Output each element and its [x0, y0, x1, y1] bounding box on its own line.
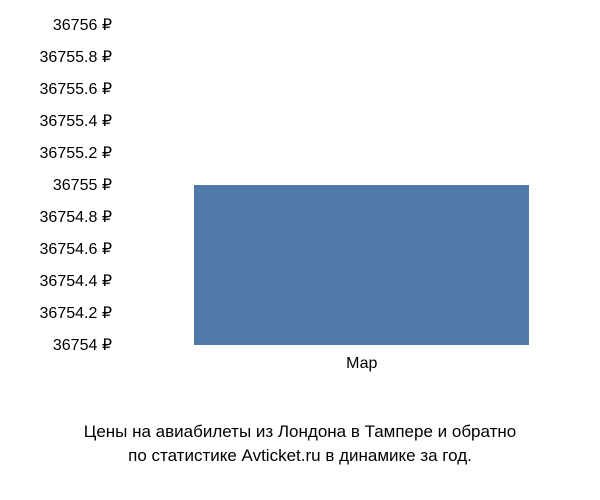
y-tick-label: 36755.2 ₽: [12, 143, 112, 163]
plot-area: Мар: [120, 25, 585, 345]
y-tick-label: 36755 ₽: [12, 175, 112, 195]
chart-area: 36756 ₽36755.8 ₽36755.6 ₽36755.4 ₽36755.…: [10, 25, 590, 375]
y-tick-label: 36754.6 ₽: [12, 239, 112, 259]
y-tick-label: 36754.2 ₽: [12, 303, 112, 323]
y-tick-label: 36755.8 ₽: [12, 47, 112, 67]
caption-line2: по статистике Avticket.ru в динамике за …: [128, 446, 472, 465]
bar-mar: [194, 185, 529, 345]
y-tick-label: 36755.4 ₽: [12, 111, 112, 131]
y-tick-label: 36754.4 ₽: [12, 271, 112, 291]
x-axis-label: Мар: [346, 355, 377, 373]
chart-caption: Цены на авиабилеты из Лондона в Тампере …: [0, 420, 600, 468]
caption-line1: Цены на авиабилеты из Лондона в Тампере …: [84, 422, 516, 441]
y-tick-label: 36754 ₽: [12, 335, 112, 355]
y-tick-label: 36755.6 ₽: [12, 79, 112, 99]
y-tick-label: 36756 ₽: [12, 15, 112, 35]
y-axis: 36756 ₽36755.8 ₽36755.6 ₽36755.4 ₽36755.…: [10, 25, 112, 375]
y-tick-label: 36754.8 ₽: [12, 207, 112, 227]
